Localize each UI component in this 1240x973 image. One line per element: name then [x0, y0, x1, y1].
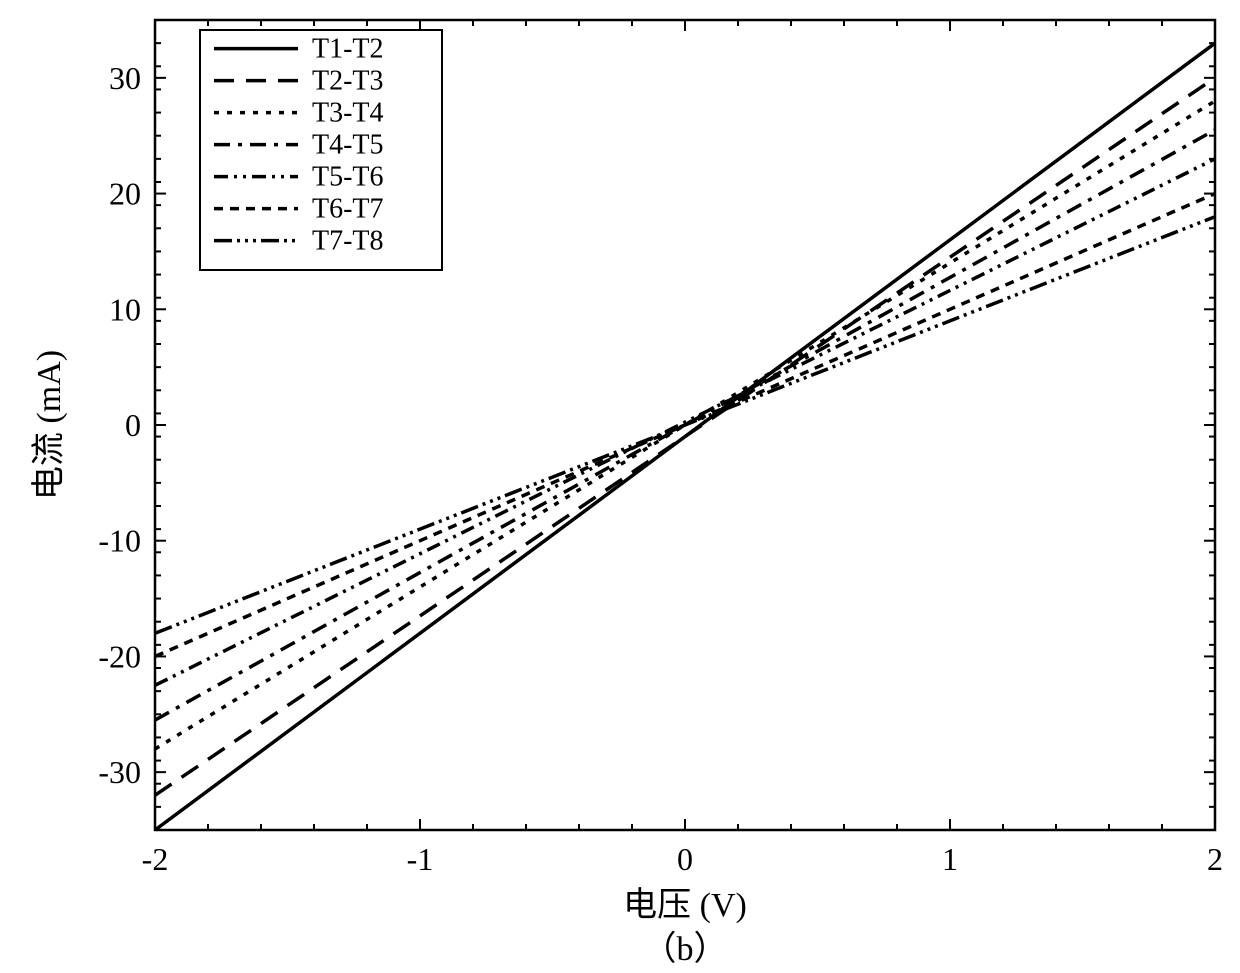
legend: T1-T2T2-T3T3-T4T4-T5T5-T6T6-T7T7-T8: [200, 30, 442, 270]
legend-label: T3-T4: [312, 98, 384, 129]
legend-label: T7-T8: [312, 226, 384, 257]
x-tick-label: -2: [142, 841, 169, 877]
legend-label: T2-T3: [312, 66, 384, 97]
legend-label: T1-T2: [312, 34, 384, 65]
legend-label: T4-T5: [312, 130, 384, 161]
x-tick-label: 0: [677, 841, 693, 877]
legend-label: T5-T6: [312, 162, 384, 193]
x-tick-label: 2: [1207, 841, 1223, 877]
iv-chart: -2-1012-30-20-100102030电压 (V)电流 (mA)T1-T…: [0, 0, 1240, 973]
chart-container: -2-1012-30-20-100102030电压 (V)电流 (mA)T1-T…: [0, 0, 1240, 973]
y-axis-label: 电流 (mA): [30, 350, 68, 500]
y-tick-label: 10: [109, 291, 141, 327]
y-tick-label: 30: [109, 60, 141, 96]
y-tick-label: 20: [109, 176, 141, 212]
y-tick-label: 0: [125, 407, 141, 443]
x-tick-label: 1: [942, 841, 958, 877]
y-tick-label: -20: [98, 638, 141, 674]
figure-caption: （b）: [643, 930, 728, 968]
y-tick-label: -30: [98, 754, 141, 790]
x-tick-label: -1: [407, 841, 434, 877]
series-line: [155, 217, 1215, 634]
x-axis-label: 电压 (V): [623, 886, 747, 924]
y-tick-label: -10: [98, 523, 141, 559]
legend-label: T6-T7: [312, 194, 384, 225]
